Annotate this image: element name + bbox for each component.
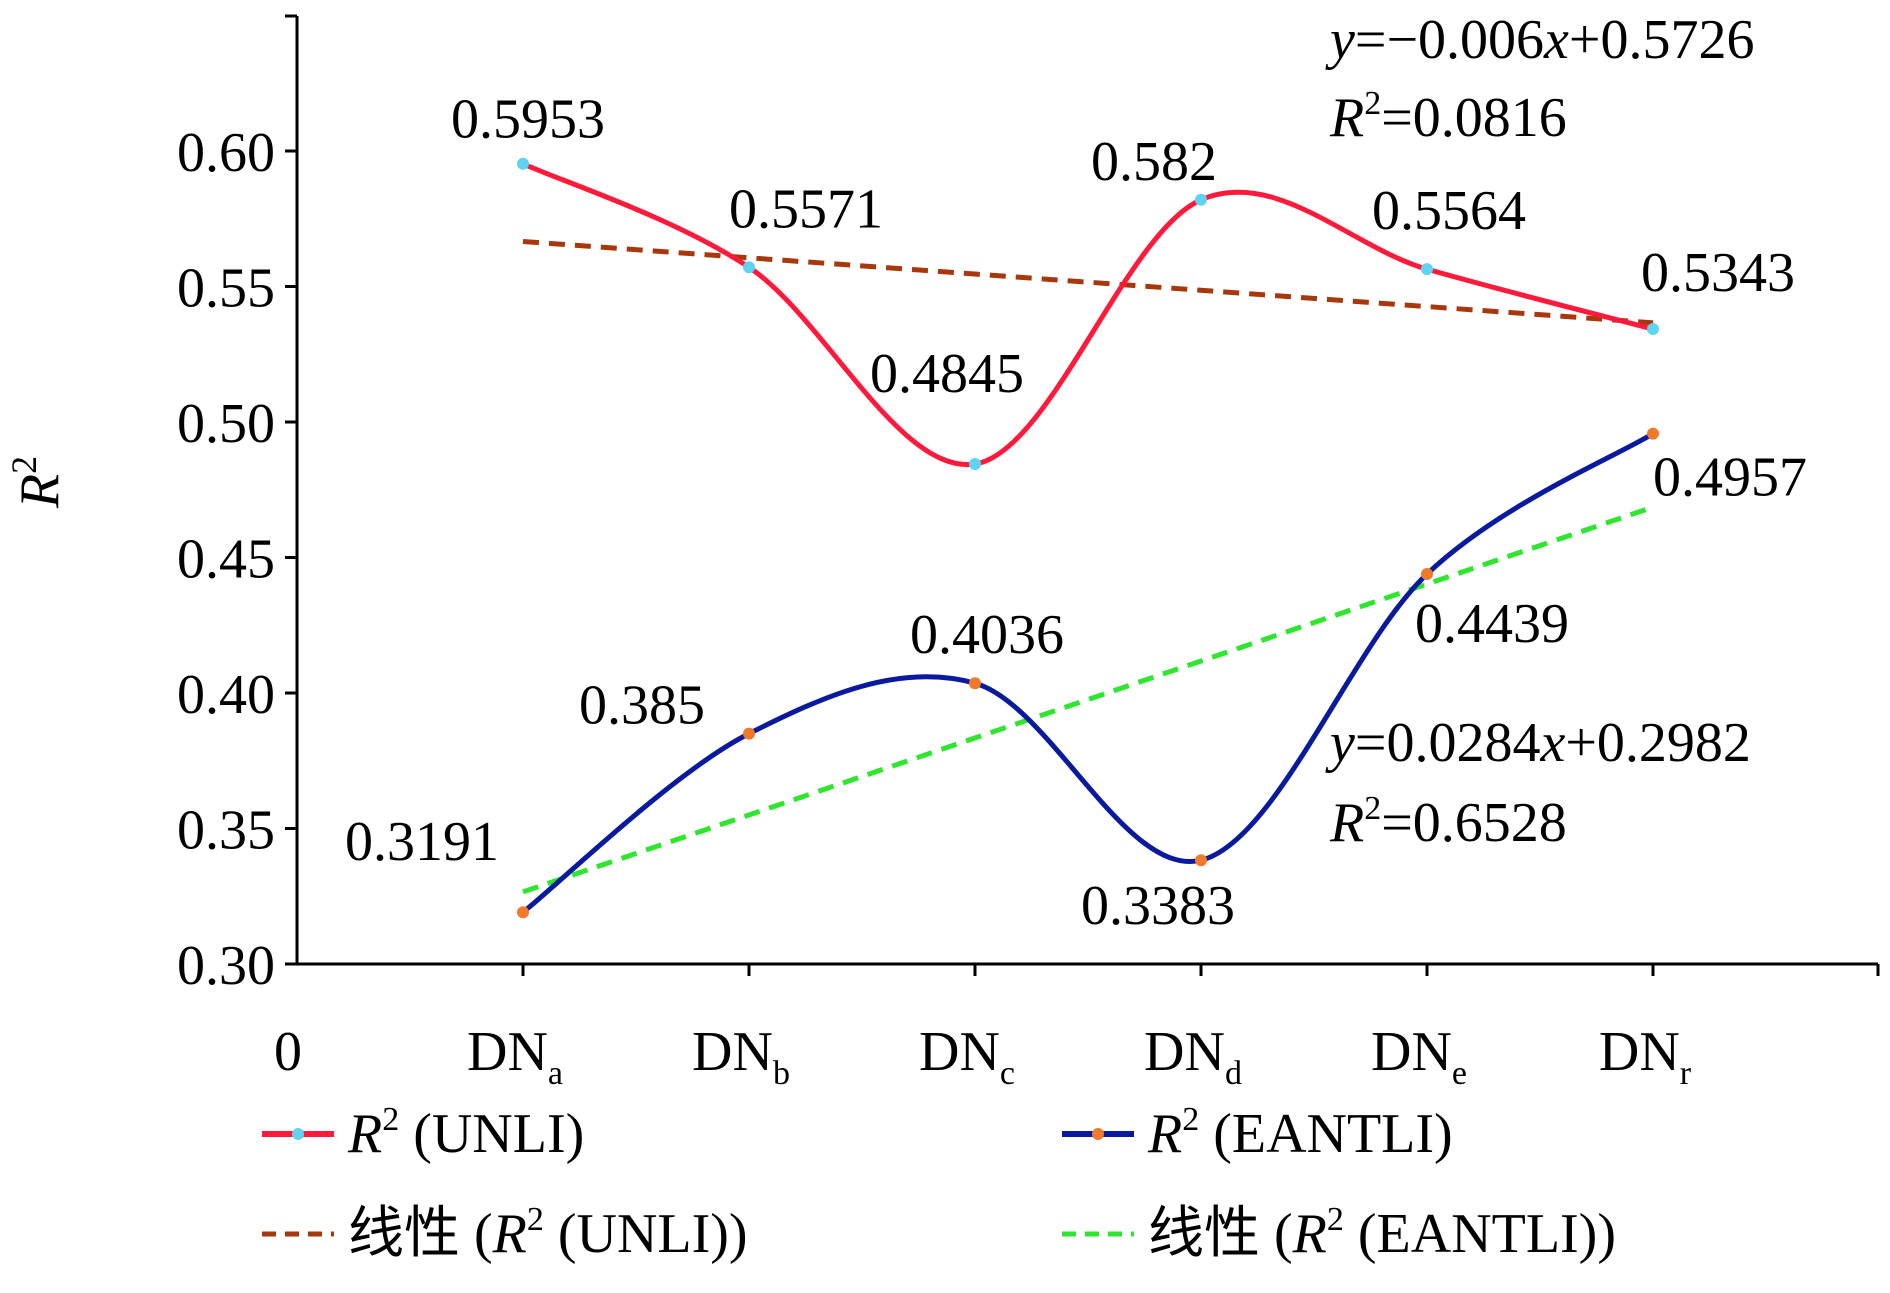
markers xyxy=(517,157,1659,919)
legend-item-unli: R2 (UNLI) xyxy=(262,1101,584,1165)
x-tick-label: DNr xyxy=(1599,1021,1692,1092)
legend-label: R2 (UNLI) xyxy=(347,1101,584,1165)
unli-point xyxy=(743,261,755,274)
trend-unli-r2: R2=0.0816 xyxy=(1329,85,1567,149)
eantli-data-label: 0.4957 xyxy=(1653,447,1807,509)
trend-eantli-r2: R2=0.6528 xyxy=(1329,790,1567,854)
eantli-data-label: 0.3191 xyxy=(345,811,499,873)
x-tick-label: DNe xyxy=(1371,1021,1467,1092)
unli-data-label: 0.4845 xyxy=(870,343,1024,405)
series-lines xyxy=(521,161,1655,915)
eantli-point xyxy=(1195,854,1207,867)
legend-marker xyxy=(1092,1128,1104,1140)
unli-data-label: 0.5564 xyxy=(1372,180,1526,242)
unli-data-label: 0.5953 xyxy=(451,89,605,151)
trend-eantli-equation: y=0.0284x+0.2982 xyxy=(1325,712,1751,774)
x-ticks: DNa DNb DNc DNd DNe DNr xyxy=(467,964,1880,1092)
y-tick-label: 0.50 xyxy=(177,393,275,455)
data-labels: 0.5953 0.5571 0.4845 0.582 0.5564 0.5343 0.319… xyxy=(345,89,1807,937)
x-origin-label: 0 xyxy=(274,1021,302,1083)
trend-unli-line xyxy=(522,239,1654,326)
unli-data-label: 0.5343 xyxy=(1641,242,1795,304)
eantli-data-label: 0.385 xyxy=(579,675,705,737)
legend-item-trend-unli: 线性 (R2 (UNLI)) xyxy=(262,1201,748,1265)
x-tick-label: DNd xyxy=(1144,1021,1242,1092)
y-axis-title-main: R xyxy=(9,474,71,509)
axes xyxy=(295,16,1878,966)
y-axis-title: R2 xyxy=(4,456,71,509)
eantli-point xyxy=(969,677,981,690)
unli-data-label: 0.582 xyxy=(1091,131,1217,193)
legend-item-trend-eantli: 线性 (R2 (EANTLI)) xyxy=(1062,1201,1616,1265)
unli-point xyxy=(1647,323,1659,336)
legend-label: R2 (EANTLI) xyxy=(1147,1101,1453,1165)
y-tick-label: 0.30 xyxy=(177,935,275,997)
eantli-data-label: 0.4439 xyxy=(1415,593,1569,655)
eantli-point xyxy=(743,727,755,740)
x-tick-label: DNa xyxy=(467,1021,563,1092)
y-tick-label: 0.60 xyxy=(177,122,275,184)
y-ticks: 0.30 0.35 0.40 0.45 0.50 0.55 0.60 xyxy=(177,14,297,997)
eantli-data-label: 0.4036 xyxy=(910,604,1064,666)
eantli-point xyxy=(1421,568,1433,581)
trend-unli-equation: y=−0.006x+0.5726 xyxy=(1325,9,1754,71)
trend-eantli-line xyxy=(522,504,1654,895)
x-tick-label: DNb xyxy=(692,1021,790,1092)
y-tick-label: 0.55 xyxy=(177,258,275,320)
unli-point xyxy=(969,458,981,471)
legend-item-eantli: R2 (EANTLI) xyxy=(1062,1101,1453,1165)
unli-point xyxy=(517,157,529,170)
y-tick-label: 0.40 xyxy=(177,664,275,726)
y-tick-label: 0.35 xyxy=(177,800,275,862)
eantli-point xyxy=(1647,427,1659,440)
trendlines xyxy=(522,239,1654,895)
eantli-data-label: 0.3383 xyxy=(1081,875,1235,937)
trend-equations: y=−0.006x+0.5726 R2=0.0816 y=0.0284x+0.298… xyxy=(1325,9,1754,854)
unli-point xyxy=(1421,263,1433,276)
eantli-point xyxy=(517,906,529,919)
legend-marker xyxy=(292,1128,304,1140)
legend-label: 线性 (R2 (EANTLI)) xyxy=(1148,1201,1616,1265)
y-tick-label: 0.45 xyxy=(177,529,275,591)
unli-series-line xyxy=(521,161,1654,467)
unli-data-label: 0.5571 xyxy=(729,178,883,240)
y-axis-title-sup: 2 xyxy=(4,456,44,474)
x-tick-label: DNc xyxy=(919,1021,1015,1092)
eantli-series-line xyxy=(521,431,1655,915)
unli-point xyxy=(1195,193,1207,206)
legend-label: 线性 (R2 (UNLI)) xyxy=(348,1201,748,1265)
legend: R2 (UNLI) R2 (EANTLI) 线性 (R2 (UNLI)) 线性 (R2… xyxy=(262,1101,1616,1265)
